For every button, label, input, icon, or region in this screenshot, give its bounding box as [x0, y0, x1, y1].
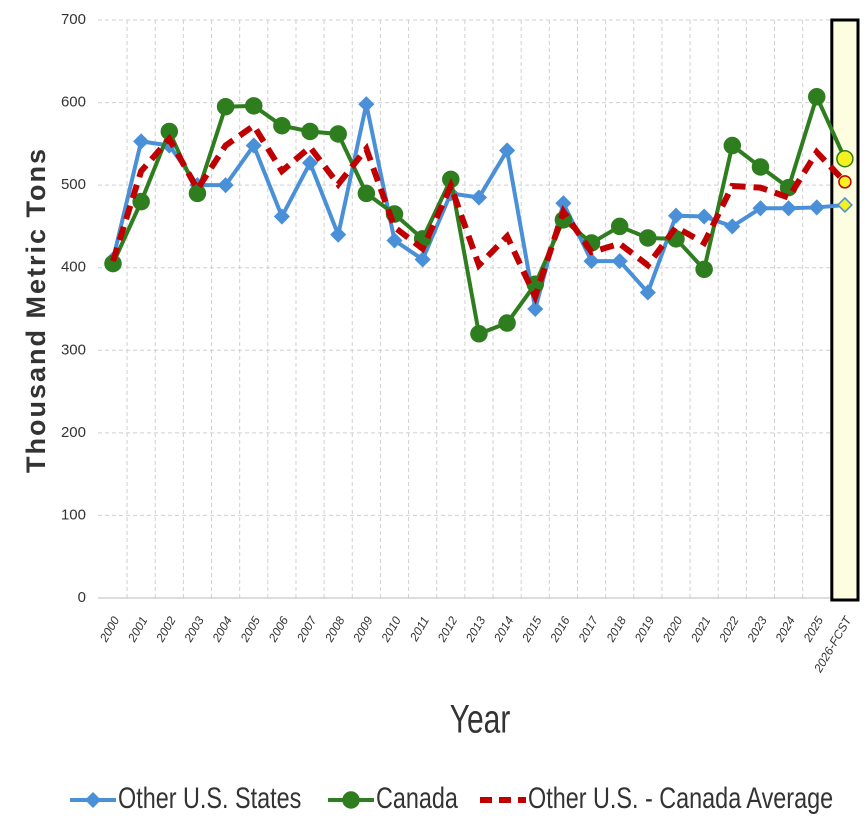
x-tick-label: 2009 — [350, 614, 376, 645]
point — [470, 189, 488, 206]
point — [273, 208, 290, 225]
point — [695, 260, 713, 279]
point — [217, 177, 234, 194]
point — [808, 199, 825, 216]
point — [132, 192, 150, 211]
x-tick-label: 2000 — [96, 614, 122, 645]
point — [751, 158, 770, 176]
x-tick-label: 2018 — [603, 614, 629, 645]
point — [414, 251, 431, 268]
x-tick-label: 2012 — [434, 614, 460, 645]
point — [780, 200, 797, 217]
x-tick-label: 2013 — [462, 614, 488, 645]
x-tick-label: 2003 — [181, 614, 207, 645]
x-axis-title: Year — [450, 697, 511, 741]
legend-label: Other U.S. States — [118, 781, 301, 814]
x-tick-label: 2007 — [293, 613, 320, 645]
x-tick-label: 2004 — [209, 614, 235, 645]
point — [245, 97, 263, 115]
series-line — [111, 91, 847, 337]
point — [723, 136, 742, 155]
y-tick-label: 300 — [61, 341, 86, 358]
point — [245, 137, 262, 154]
point — [611, 253, 628, 270]
point — [752, 200, 769, 217]
legend-label: Other U.S. - Canada Average — [528, 781, 833, 814]
x-tick-label: 2017 — [575, 613, 602, 645]
point — [188, 184, 207, 203]
point — [498, 314, 516, 332]
series-line — [111, 103, 846, 310]
x-tick-label: 2022 — [716, 614, 742, 645]
point — [273, 116, 291, 135]
y-tick-label: 700 — [61, 11, 86, 28]
x-tick-label: 2025 — [800, 614, 826, 645]
point — [301, 154, 319, 171]
legend-label: Canada — [376, 781, 458, 814]
point — [329, 125, 347, 143]
point — [330, 226, 347, 243]
point — [133, 133, 150, 150]
x-tick-label: 2008 — [322, 614, 348, 645]
point — [808, 88, 826, 106]
point — [357, 184, 376, 203]
x-tick-label: 2023 — [744, 614, 770, 645]
x-tick-label: 2021 — [688, 614, 714, 645]
legend-marker — [342, 791, 360, 809]
point — [838, 175, 852, 189]
x-tick-label: 2001 — [125, 614, 151, 645]
point — [583, 253, 600, 270]
legend-marker — [84, 791, 102, 809]
point — [216, 97, 235, 116]
point — [358, 96, 375, 113]
x-tick-label: 2010 — [378, 614, 404, 645]
x-tick-label: 2005 — [237, 614, 263, 645]
point — [527, 300, 544, 318]
point — [724, 218, 741, 235]
x-tick-label: 2002 — [153, 614, 179, 645]
y-tick-label: 100 — [61, 506, 86, 523]
x-tick-label: 2019 — [631, 614, 657, 645]
point — [667, 207, 685, 224]
x-tick-label: 2015 — [519, 614, 545, 645]
y-axis-title: Thousand Metric Tons — [21, 147, 51, 473]
forecast-highlight — [830, 18, 860, 602]
point — [386, 232, 403, 249]
point — [836, 196, 853, 214]
point — [639, 284, 656, 301]
point — [696, 208, 713, 225]
point — [301, 122, 319, 141]
x-tick-label: 2014 — [490, 614, 516, 645]
point — [836, 149, 854, 168]
point — [499, 142, 516, 159]
point — [610, 217, 629, 236]
x-tick-label: 2011 — [406, 614, 432, 644]
x-tick-label: 2006 — [265, 614, 291, 645]
y-tick-label: 500 — [61, 176, 86, 193]
x-tick-label: 2020 — [659, 614, 685, 645]
y-tick-label: 400 — [61, 259, 86, 276]
y-tick-label: 200 — [61, 424, 86, 441]
point — [470, 325, 488, 343]
point — [639, 229, 657, 247]
x-tick-label: 2016 — [547, 614, 573, 645]
y-tick-label: 600 — [61, 94, 86, 111]
x-tick-label: 2024 — [772, 614, 798, 645]
y-tick-label: 0 — [78, 589, 86, 606]
